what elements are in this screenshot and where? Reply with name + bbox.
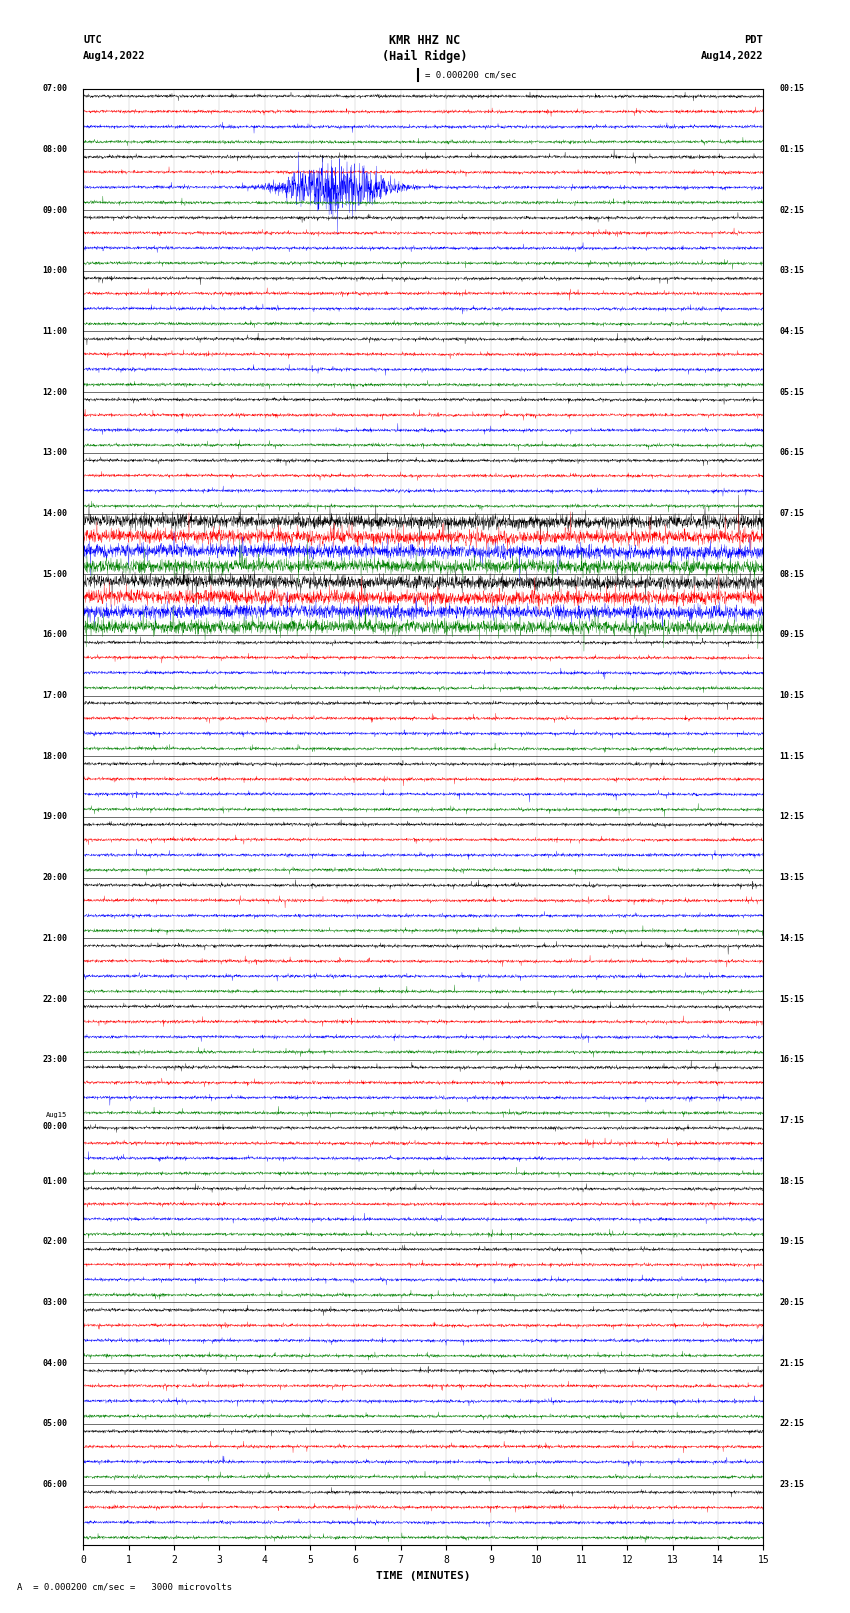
Text: 19:00: 19:00 bbox=[42, 813, 67, 821]
Text: 13:15: 13:15 bbox=[779, 873, 804, 882]
Text: 09:15: 09:15 bbox=[779, 631, 804, 639]
Text: 18:00: 18:00 bbox=[42, 752, 67, 761]
Text: 21:00: 21:00 bbox=[42, 934, 67, 944]
Text: 04:00: 04:00 bbox=[42, 1358, 67, 1368]
Text: Aug14,2022: Aug14,2022 bbox=[83, 52, 146, 61]
Text: 22:00: 22:00 bbox=[42, 995, 67, 1003]
Text: 02:00: 02:00 bbox=[42, 1237, 67, 1247]
Text: 00:15: 00:15 bbox=[779, 84, 804, 94]
Text: 15:15: 15:15 bbox=[779, 995, 804, 1003]
Text: 02:15: 02:15 bbox=[779, 205, 804, 215]
Text: 22:15: 22:15 bbox=[779, 1419, 804, 1429]
Text: 21:15: 21:15 bbox=[779, 1358, 804, 1368]
Text: 08:00: 08:00 bbox=[42, 145, 67, 153]
Text: 05:00: 05:00 bbox=[42, 1419, 67, 1429]
Text: 20:15: 20:15 bbox=[779, 1298, 804, 1307]
Text: 13:00: 13:00 bbox=[42, 448, 67, 458]
Text: A  = 0.000200 cm/sec =   3000 microvolts: A = 0.000200 cm/sec = 3000 microvolts bbox=[17, 1582, 232, 1592]
Text: 11:15: 11:15 bbox=[779, 752, 804, 761]
Text: 06:00: 06:00 bbox=[42, 1481, 67, 1489]
X-axis label: TIME (MINUTES): TIME (MINUTES) bbox=[376, 1571, 471, 1581]
Text: (Hail Ridge): (Hail Ridge) bbox=[382, 50, 468, 63]
Text: 03:15: 03:15 bbox=[779, 266, 804, 276]
Text: 05:15: 05:15 bbox=[779, 387, 804, 397]
Text: 16:00: 16:00 bbox=[42, 631, 67, 639]
Text: 16:15: 16:15 bbox=[779, 1055, 804, 1065]
Text: 12:00: 12:00 bbox=[42, 387, 67, 397]
Text: 00:00: 00:00 bbox=[42, 1123, 67, 1131]
Text: 23:00: 23:00 bbox=[42, 1055, 67, 1065]
Text: 10:00: 10:00 bbox=[42, 266, 67, 276]
Text: 11:00: 11:00 bbox=[42, 327, 67, 336]
Text: 03:00: 03:00 bbox=[42, 1298, 67, 1307]
Text: UTC: UTC bbox=[83, 35, 102, 45]
Text: 15:00: 15:00 bbox=[42, 569, 67, 579]
Text: 12:15: 12:15 bbox=[779, 813, 804, 821]
Text: 07:00: 07:00 bbox=[42, 84, 67, 94]
Text: 20:00: 20:00 bbox=[42, 873, 67, 882]
Text: 09:00: 09:00 bbox=[42, 205, 67, 215]
Text: 01:15: 01:15 bbox=[779, 145, 804, 153]
Text: 04:15: 04:15 bbox=[779, 327, 804, 336]
Text: 08:15: 08:15 bbox=[779, 569, 804, 579]
Text: PDT: PDT bbox=[745, 35, 763, 45]
Text: 17:00: 17:00 bbox=[42, 690, 67, 700]
Text: 06:15: 06:15 bbox=[779, 448, 804, 458]
Text: 19:15: 19:15 bbox=[779, 1237, 804, 1247]
Text: 14:00: 14:00 bbox=[42, 510, 67, 518]
Text: Aug15: Aug15 bbox=[46, 1111, 67, 1118]
Text: = 0.000200 cm/sec: = 0.000200 cm/sec bbox=[425, 71, 516, 79]
Text: 07:15: 07:15 bbox=[779, 510, 804, 518]
Text: KMR HHZ NC: KMR HHZ NC bbox=[389, 34, 461, 47]
Text: 17:15: 17:15 bbox=[779, 1116, 804, 1124]
Text: 10:15: 10:15 bbox=[779, 690, 804, 700]
Text: 14:15: 14:15 bbox=[779, 934, 804, 944]
Text: 18:15: 18:15 bbox=[779, 1176, 804, 1186]
Text: Aug14,2022: Aug14,2022 bbox=[700, 52, 763, 61]
Text: 01:00: 01:00 bbox=[42, 1176, 67, 1186]
Text: 23:15: 23:15 bbox=[779, 1481, 804, 1489]
